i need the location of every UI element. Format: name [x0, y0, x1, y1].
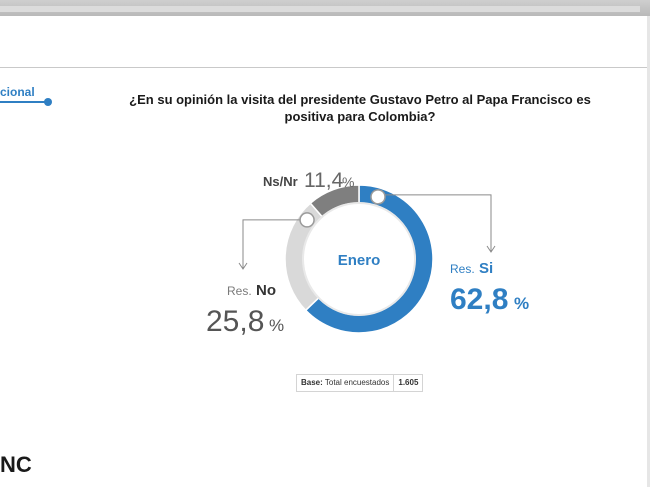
marker-no-icon [299, 212, 315, 228]
browser-top-bar [0, 0, 650, 16]
section-label: cional [0, 85, 35, 99]
base-label-bold: Base: [301, 378, 323, 387]
section-underline [0, 101, 47, 103]
label-si-prefix: Res. [450, 262, 475, 276]
value-si-percent: % [514, 294, 529, 313]
header-divider [0, 67, 650, 68]
leader-si-head [486, 245, 496, 253]
donut-hole [302, 202, 416, 316]
question-line-1: ¿En su opinión la visita del presidente … [129, 92, 591, 107]
section-dot-icon [44, 98, 52, 106]
marker-si-icon [370, 189, 386, 205]
base-description: Total encuestados [324, 378, 390, 387]
label-no-name: No [256, 282, 276, 299]
base-label: Base: Total encuestados [297, 375, 395, 391]
value-nsnr-percent: % [342, 174, 354, 190]
top-bar-inner [0, 6, 640, 12]
label-si-name: Si [479, 260, 493, 277]
leader-no [242, 219, 301, 269]
survey-question: ¿En su opinión la visita del presidente … [120, 91, 600, 125]
value-no-percent: % [269, 316, 284, 335]
value-no: 25,8 [206, 305, 264, 338]
leader-si [385, 194, 492, 252]
label-nsnr-name: Ns/Nr [263, 174, 298, 189]
right-edge [647, 16, 650, 487]
center-label: Enero [338, 252, 381, 269]
leader-no-head [238, 262, 248, 270]
base-value: 1.605 [398, 378, 419, 387]
label-no-prefix: Res. [227, 284, 252, 298]
question-line-2: positiva para Colombia? [284, 109, 436, 124]
base-note: Base: Total encuestados 1.605 [296, 374, 424, 392]
brand-logo-text: NC [0, 452, 32, 477]
value-si: 62,8 [450, 283, 508, 316]
value-nsnr: 11,4 [304, 169, 344, 192]
